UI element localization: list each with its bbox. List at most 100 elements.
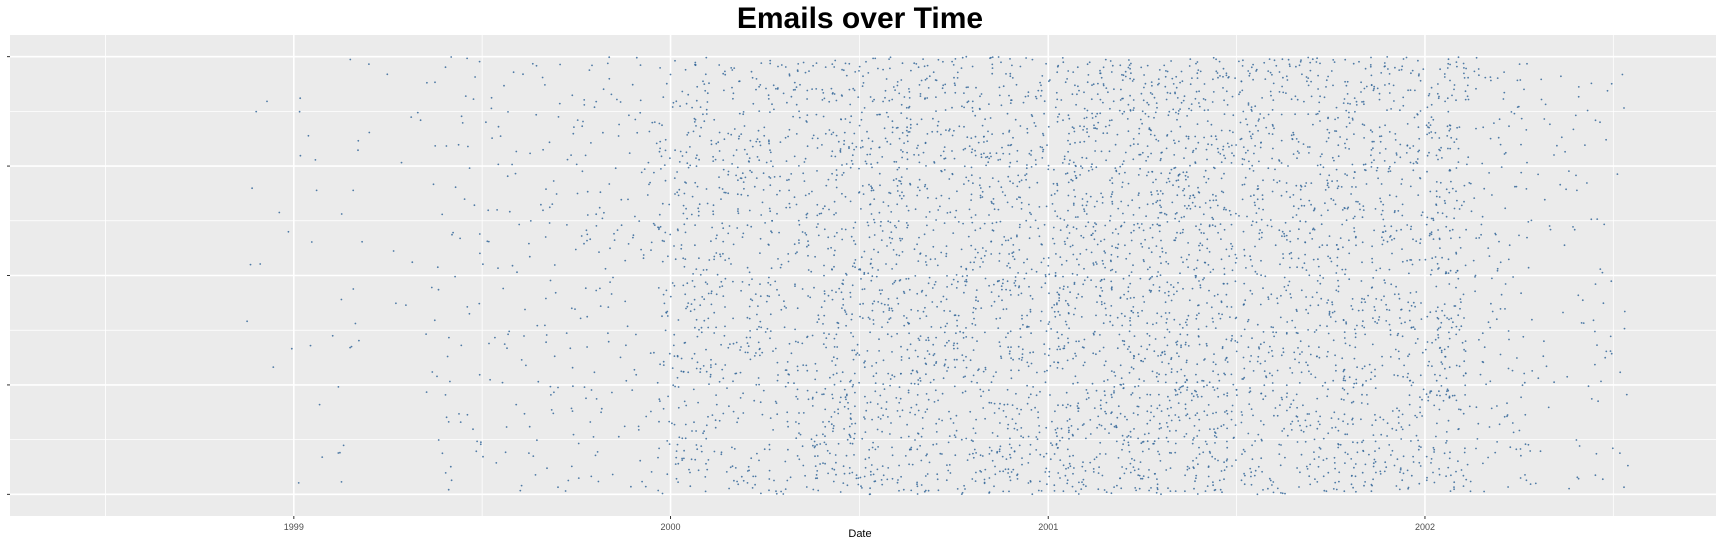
scatter-point bbox=[1408, 403, 1411, 406]
scatter-point bbox=[793, 81, 796, 84]
scatter-point bbox=[807, 254, 809, 257]
scatter-point bbox=[1061, 367, 1064, 370]
scatter-point bbox=[824, 132, 827, 135]
scatter-point bbox=[1306, 364, 1309, 367]
scatter-point bbox=[451, 233, 453, 236]
scatter-point bbox=[895, 161, 898, 163]
scatter-point bbox=[1263, 61, 1266, 64]
scatter-point bbox=[853, 239, 855, 242]
scatter-point bbox=[1095, 353, 1097, 356]
scatter-point bbox=[1044, 275, 1047, 278]
scatter-point bbox=[1346, 93, 1349, 95]
scatter-point bbox=[1129, 471, 1132, 474]
scatter-point bbox=[948, 339, 950, 342]
scatter-point bbox=[564, 490, 567, 492]
scatter-point bbox=[1148, 289, 1151, 292]
scatter-point bbox=[833, 213, 835, 216]
scatter-point bbox=[1276, 181, 1279, 184]
scatter-point bbox=[1380, 183, 1383, 185]
scatter-point bbox=[1122, 443, 1124, 446]
scatter-point bbox=[835, 473, 837, 476]
scatter-point bbox=[1331, 156, 1334, 159]
scatter-point bbox=[1391, 252, 1393, 255]
scatter-point bbox=[880, 479, 883, 481]
scatter-point bbox=[1344, 379, 1347, 382]
scatter-point bbox=[1185, 258, 1188, 261]
scatter-point bbox=[900, 356, 903, 358]
scatter-point bbox=[1157, 217, 1160, 219]
scatter-point bbox=[581, 125, 584, 128]
scatter-point bbox=[321, 456, 324, 458]
scatter-point bbox=[1251, 110, 1253, 112]
scatter-point bbox=[1126, 436, 1128, 438]
scatter-point bbox=[879, 113, 881, 116]
scatter-point bbox=[1268, 132, 1270, 135]
scatter-point bbox=[927, 87, 930, 89]
scatter-point bbox=[1083, 140, 1086, 143]
scatter-point bbox=[1160, 211, 1163, 214]
scatter-point bbox=[1000, 104, 1003, 107]
scatter-point bbox=[1087, 169, 1090, 172]
scatter-point bbox=[859, 315, 861, 318]
scatter-point bbox=[875, 372, 878, 375]
scatter-point bbox=[1140, 66, 1143, 69]
scatter-point bbox=[602, 88, 605, 91]
scatter-point bbox=[999, 345, 1002, 348]
scatter-point bbox=[1310, 373, 1312, 375]
scatter-point bbox=[850, 159, 853, 162]
scatter-point bbox=[1083, 91, 1085, 94]
scatter-point bbox=[1361, 216, 1364, 219]
scatter-point bbox=[941, 392, 944, 395]
scatter-point bbox=[842, 283, 844, 286]
scatter-point bbox=[1080, 234, 1083, 237]
scatter-point bbox=[1009, 102, 1012, 104]
scatter-point bbox=[1279, 464, 1282, 467]
scatter-point bbox=[1332, 379, 1335, 382]
scatter-point bbox=[544, 236, 547, 238]
scatter-point bbox=[1343, 375, 1346, 378]
scatter-point bbox=[1168, 180, 1171, 183]
scatter-point bbox=[848, 88, 851, 91]
scatter-point bbox=[1190, 399, 1193, 402]
scatter-point bbox=[1220, 177, 1223, 180]
scatter-point bbox=[865, 60, 867, 63]
scatter-point bbox=[805, 364, 808, 367]
scatter-point bbox=[1393, 100, 1395, 102]
scatter-point bbox=[1008, 129, 1011, 132]
scatter-point bbox=[1354, 236, 1357, 239]
scatter-point bbox=[1298, 361, 1300, 364]
scatter-point bbox=[1337, 185, 1340, 188]
scatter-point bbox=[1014, 422, 1017, 425]
scatter-point bbox=[767, 94, 770, 97]
scatter-point bbox=[1018, 249, 1021, 251]
scatter-point bbox=[702, 80, 704, 83]
scatter-point bbox=[727, 170, 730, 173]
scatter-point bbox=[786, 420, 789, 423]
scatter-point bbox=[1331, 180, 1333, 183]
scatter-point bbox=[729, 466, 732, 469]
scatter-point bbox=[386, 73, 389, 76]
scatter-point bbox=[1094, 127, 1097, 130]
scatter-point bbox=[1297, 347, 1299, 349]
scatter-point bbox=[969, 410, 972, 413]
scatter-point bbox=[956, 77, 959, 79]
scatter-point bbox=[1262, 398, 1265, 401]
scatter-point bbox=[971, 322, 974, 325]
scatter-point bbox=[703, 83, 706, 85]
scatter-point bbox=[1183, 215, 1185, 218]
scatter-point bbox=[392, 250, 395, 252]
scatter-point bbox=[983, 135, 985, 138]
scatter-point bbox=[1368, 363, 1371, 366]
scatter-point bbox=[1176, 118, 1178, 121]
scatter-point bbox=[1177, 416, 1180, 418]
scatter-point bbox=[659, 140, 662, 143]
scatter-point bbox=[1007, 346, 1010, 349]
scatter-point bbox=[922, 151, 925, 154]
scatter-point bbox=[1007, 144, 1010, 147]
scatter-point bbox=[931, 301, 934, 303]
scatter-point bbox=[278, 211, 281, 214]
scatter-point bbox=[1308, 152, 1310, 154]
scatter-point bbox=[934, 281, 937, 283]
scatter-point bbox=[974, 248, 977, 251]
scatter-point bbox=[1081, 465, 1084, 468]
